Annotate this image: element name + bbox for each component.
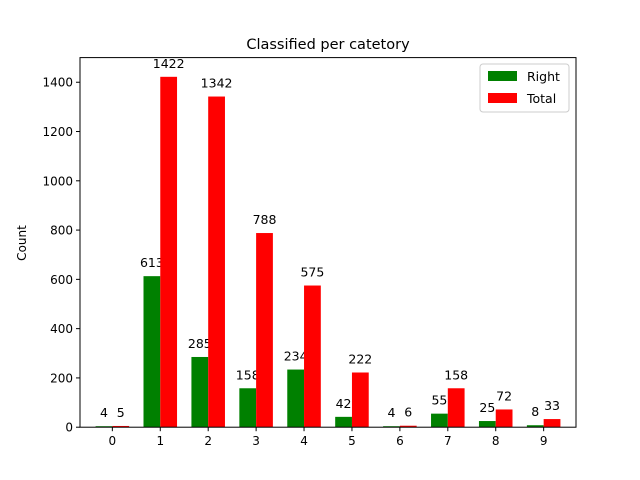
y-tick-label-0: 0 (65, 421, 73, 435)
bar-total-2 (208, 96, 225, 428)
value-label-total-3: 788 (253, 212, 277, 227)
value-label-total-4: 575 (300, 265, 324, 280)
bar-right-4 (287, 369, 305, 428)
y-tick-label-1000: 1000 (42, 174, 73, 188)
y-tick-label-400: 400 (50, 322, 73, 336)
legend-swatch-total (488, 93, 517, 103)
value-label-total-6: 6 (404, 405, 412, 420)
bar-total-0 (112, 425, 130, 428)
bar-right-9 (526, 425, 544, 428)
bar-total-7 (447, 388, 465, 428)
bar-total-3 (256, 233, 273, 428)
x-tick-label-3: 3 (252, 434, 260, 448)
value-label-right-9: 8 (531, 404, 539, 419)
legend-swatch-right (488, 71, 517, 81)
bar-right-1 (143, 276, 161, 428)
value-label-right-3: 158 (236, 367, 260, 382)
value-label-right-5: 42 (336, 396, 352, 411)
y-tick-label-800: 800 (50, 224, 73, 238)
bar-total-8 (495, 409, 513, 428)
bar-right-7 (431, 413, 448, 428)
x-tick-label-0: 0 (109, 434, 117, 448)
x-tick-label-4: 4 (300, 434, 308, 448)
legend-label-right: Right (527, 69, 560, 84)
y-tick-label-1200: 1200 (42, 125, 73, 139)
y-axis-label: Count (15, 225, 29, 261)
x-tick-label-9: 9 (540, 434, 548, 448)
value-label-right-8: 25 (479, 400, 495, 415)
value-label-total-5: 222 (348, 351, 372, 366)
bar-total-9 (543, 419, 561, 428)
x-tick-label-1: 1 (156, 434, 164, 448)
chart-title: Classified per catetory (246, 37, 410, 53)
value-label-right-2: 285 (188, 336, 212, 351)
bar-right-3 (239, 388, 257, 428)
bar-total-4 (304, 285, 321, 428)
x-tick-label-8: 8 (492, 434, 500, 448)
x-tick-label-5: 5 (348, 434, 356, 448)
bar-total-5 (351, 372, 369, 428)
value-label-total-8: 72 (496, 388, 512, 403)
y-tick-label-600: 600 (50, 273, 73, 287)
value-label-total-9: 33 (544, 398, 560, 413)
y-tick-label-200: 200 (50, 371, 73, 385)
bar-right-8 (478, 421, 496, 428)
y-tick-label-1400: 1400 (42, 76, 73, 90)
value-label-right-4: 234 (284, 349, 308, 364)
value-label-total-2: 1342 (201, 76, 233, 91)
value-label-total-1: 1422 (153, 56, 185, 71)
legend: Right Total (479, 63, 570, 113)
x-tick-label-6: 6 (396, 434, 404, 448)
value-label-total-0: 5 (117, 405, 125, 420)
bar-total-1 (160, 76, 178, 428)
bar-total-6 (399, 425, 417, 428)
value-label-right-6: 4 (388, 405, 396, 420)
bar-right-2 (191, 356, 209, 428)
value-label-right-0: 4 (100, 405, 108, 420)
axes-frame (79, 57, 577, 428)
legend-label-total: Total (526, 91, 556, 106)
value-label-right-7: 55 (431, 393, 447, 408)
x-tick-label-2: 2 (204, 434, 212, 448)
value-label-right-1: 613 (140, 255, 164, 270)
x-tick-label-7: 7 (444, 434, 452, 448)
value-label-total-7: 158 (444, 367, 468, 382)
bar-right-5 (335, 416, 352, 428)
